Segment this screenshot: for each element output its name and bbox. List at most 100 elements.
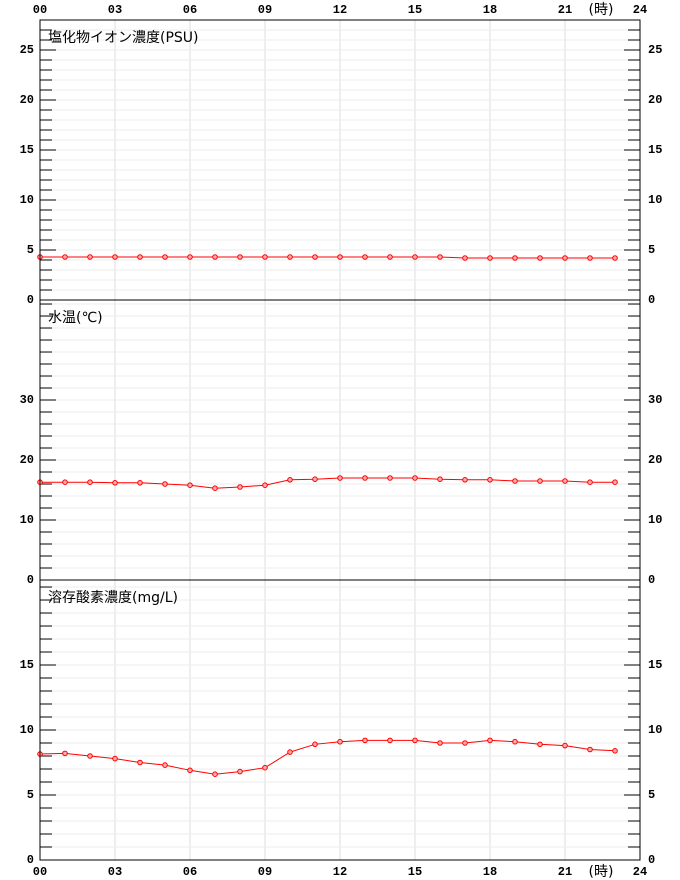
- y-tick-label: 20: [20, 453, 34, 467]
- data-point: [287, 749, 293, 755]
- data-point: [162, 481, 168, 487]
- data-point: [162, 254, 168, 260]
- data-point: [262, 254, 268, 260]
- data-point: [312, 254, 318, 260]
- data-point: [537, 741, 543, 748]
- data-point: [587, 255, 593, 261]
- y-tick-label: 10: [20, 193, 34, 207]
- x-tick-label: 06: [183, 865, 197, 879]
- data-point: [437, 476, 443, 483]
- data-point: [287, 254, 293, 260]
- data-point: [587, 746, 593, 753]
- y-tick-label: 0: [27, 853, 34, 867]
- data-point: [62, 750, 68, 757]
- data-point: [137, 254, 143, 260]
- data-point: [562, 255, 568, 261]
- data-point: [412, 737, 418, 744]
- y-tick-label: 5: [648, 788, 655, 802]
- y-tick-label: 0: [648, 573, 655, 587]
- y-tick-label: 20: [648, 453, 662, 467]
- x-tick-label: 03: [108, 3, 122, 17]
- data-point: [137, 480, 143, 486]
- x-tick-label: 15: [408, 865, 422, 879]
- data-point: [112, 480, 118, 486]
- data-point: [512, 478, 518, 484]
- y-tick-label: 10: [20, 513, 34, 527]
- y-tick-label: 25: [20, 43, 34, 57]
- data-point: [162, 762, 168, 768]
- data-point: [487, 477, 493, 483]
- x-tick-label: 00: [33, 3, 47, 17]
- data-point: [137, 759, 143, 766]
- data-point: [87, 753, 93, 759]
- y-tick-label: 10: [648, 193, 662, 207]
- data-point: [187, 254, 193, 260]
- y-tick-label: 15: [20, 658, 34, 672]
- x-unit: (時): [589, 2, 614, 18]
- data-point: [212, 485, 218, 492]
- data-point: [487, 737, 493, 744]
- data-line: [40, 477, 615, 489]
- data-point: [387, 254, 393, 260]
- data-point: [437, 254, 443, 260]
- y-tick-label: 30: [20, 393, 34, 407]
- data-point: [562, 478, 568, 484]
- y-tick-label: 5: [27, 243, 34, 257]
- data-point: [287, 477, 293, 483]
- x-tick-label: 18: [483, 865, 497, 879]
- y-tick-label: 20: [648, 93, 662, 107]
- y-tick-label: 0: [648, 853, 655, 867]
- y-tick-label: 15: [648, 658, 662, 672]
- panel-title: 塩化物イオン濃度(PSU): [48, 30, 199, 46]
- data-point: [237, 254, 243, 260]
- data-point: [62, 254, 68, 260]
- data-point: [237, 768, 243, 775]
- y-tick-label: 15: [20, 143, 34, 157]
- data-point: [387, 475, 393, 481]
- x-tick-label: 09: [258, 865, 272, 879]
- x-tick-label: 18: [483, 3, 497, 17]
- data-point: [512, 738, 518, 745]
- y-tick-label: 5: [648, 243, 655, 257]
- data-point: [312, 741, 318, 748]
- x-tick-label: 15: [408, 3, 422, 17]
- data-point: [212, 771, 218, 778]
- data-point: [112, 254, 118, 260]
- data-point: [87, 479, 93, 486]
- data-point: [612, 479, 618, 486]
- data-point: [587, 479, 593, 486]
- data-point: [612, 255, 618, 261]
- data-point: [312, 476, 318, 483]
- data-line: [40, 256, 615, 259]
- panel-title: 水温(℃): [48, 310, 103, 326]
- y-tick-label: 10: [20, 723, 34, 737]
- y-tick-label: 15: [648, 143, 662, 157]
- x-tick-label: 24: [633, 3, 647, 17]
- x-tick-label: 24: [633, 865, 647, 879]
- data-point: [212, 254, 218, 260]
- data-point: [562, 742, 568, 749]
- data-point: [262, 482, 268, 489]
- y-tick-label: 0: [27, 293, 34, 307]
- y-tick-label: 5: [27, 788, 34, 802]
- data-point: [512, 255, 518, 261]
- data-point: [462, 477, 468, 483]
- data-point: [462, 740, 468, 746]
- x-tick-label: 21: [558, 865, 572, 879]
- data-point: [362, 737, 368, 744]
- data-point: [537, 255, 543, 261]
- x-unit: (時): [589, 864, 614, 880]
- panel-title: 溶存酸素濃度(mg/L): [48, 590, 178, 606]
- data-point: [187, 482, 193, 489]
- data-point: [487, 255, 493, 261]
- data-point: [612, 748, 618, 754]
- data-point: [112, 755, 118, 762]
- data-point: [412, 475, 418, 481]
- y-tick-label: 10: [648, 723, 662, 737]
- y-tick-label: 0: [648, 293, 655, 307]
- data-point: [237, 484, 243, 490]
- data-point: [462, 255, 468, 261]
- data-point: [187, 767, 193, 774]
- data-point: [437, 740, 443, 746]
- x-tick-label: 00: [33, 865, 47, 879]
